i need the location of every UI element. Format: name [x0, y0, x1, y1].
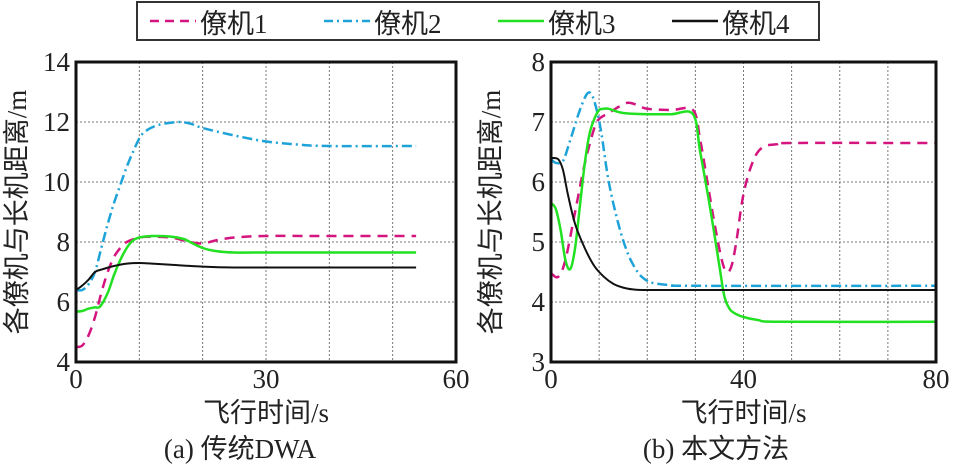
series-line-3	[551, 107, 936, 324]
x-axis-label: 飞行时间/s	[680, 398, 806, 428]
y-tick-label: 7	[532, 107, 546, 137]
y-tick-label: 4	[57, 347, 71, 377]
series-line-4	[551, 156, 936, 292]
series-line-2	[551, 91, 936, 288]
legend-swatch-dashed	[150, 19, 196, 23]
legend-label: 僚机1	[200, 8, 268, 39]
y-tick-label: 10	[43, 167, 70, 197]
series-line-1	[551, 101, 936, 279]
x-tick-label: 0	[544, 364, 558, 394]
y-tick-label: 6	[532, 167, 546, 197]
y-tick-label: 3	[532, 347, 546, 377]
series-line-2	[76, 120, 417, 292]
legend-label: 僚机3	[548, 8, 616, 39]
plot-frame	[549, 60, 938, 364]
x-tick-label: 60	[443, 364, 470, 394]
x-tick-label: 30	[253, 364, 280, 394]
x-tick-label: 0	[69, 364, 83, 394]
y-axis-label: 各僚机与长机距离/m	[2, 90, 32, 335]
legend-swatch-solid-black	[672, 19, 718, 23]
plot-frame	[74, 60, 458, 364]
x-axis-label: 飞行时间/s	[203, 398, 329, 428]
subfigure-caption: (b) 本文方法	[643, 434, 789, 464]
x-tick-label: 40	[730, 364, 757, 394]
legend-swatch-dashdot	[324, 19, 370, 23]
legend-label: 僚机2	[374, 8, 442, 39]
legend-item-4: 僚机4	[672, 3, 790, 39]
y-tick-label: 6	[57, 287, 71, 317]
legend: 僚机1 僚机2 僚机3 僚机4	[136, 1, 820, 41]
series-line-3	[76, 234, 417, 313]
y-tick-label: 12	[43, 107, 70, 137]
legend-item-2: 僚机2	[324, 3, 442, 39]
legend-item-3: 僚机3	[498, 3, 616, 39]
legend-swatch-solid-green	[498, 19, 544, 23]
chart-a: 4 6 8 10 12 14 0 30 60 飞行时间/s 各僚机与长机距离/m (a) 传统DWA	[2, 47, 470, 464]
y-axis-label: 各僚机与长机距离/m	[476, 90, 506, 335]
y-tick-label: 8	[532, 47, 546, 77]
x-tick-label: 80	[923, 364, 950, 394]
legend-item-1: 僚机1	[150, 3, 268, 39]
y-tick-label: 4	[532, 287, 546, 317]
legend-label: 僚机4	[722, 8, 790, 39]
y-tick-label: 8	[57, 227, 71, 257]
subfigure-caption: (a) 传统DWA	[164, 434, 317, 464]
series-line-4	[76, 261, 417, 291]
y-tick-label: 14	[43, 47, 71, 77]
y-tick-label: 5	[532, 227, 546, 257]
